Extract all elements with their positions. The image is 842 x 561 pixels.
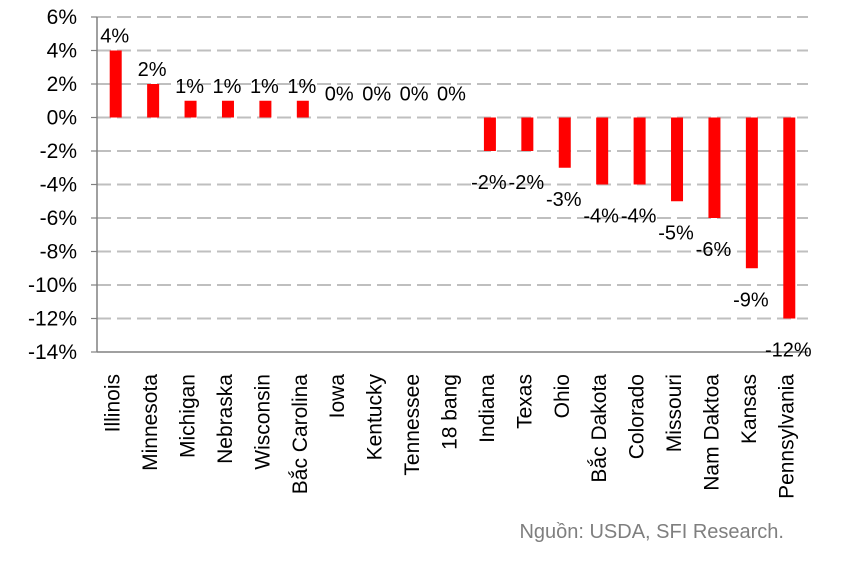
- category-label-kansas: Kansas: [738, 374, 761, 444]
- category-label-texas: Texas: [513, 374, 536, 429]
- data-label-kansas: -9%: [733, 289, 769, 311]
- category-label-minnesota: Minnesota: [139, 374, 162, 471]
- y-tick-label: -6%: [40, 207, 77, 230]
- category-label-tennessee: Tennessee: [401, 374, 424, 476]
- category-label-nam-daktoa: Nam Daktoa: [700, 374, 723, 491]
- y-tick-label: 6%: [47, 6, 77, 29]
- category-label-missouri: Missouri: [663, 374, 686, 452]
- labels-layer: 4% Illinois 2% Minnesota 1% Michigan 1% Nebrask…: [100, 26, 812, 499]
- bar-bac-carolina: [296, 100, 309, 118]
- bar-indiana: [483, 117, 496, 151]
- y-tick-label: -8%: [40, 241, 77, 264]
- bar-kansas: [745, 117, 758, 269]
- data-label-18-bang: 0%: [437, 84, 466, 106]
- data-label-iowa: 0%: [325, 84, 354, 106]
- y-tick-label: -4%: [40, 174, 77, 197]
- data-label-missouri: -5%: [658, 222, 694, 244]
- category-label-18-bang: 18 bang: [439, 374, 462, 450]
- category-label-nebraska: Nebraska: [214, 374, 237, 464]
- bar-bac-dakota: [596, 117, 609, 185]
- bar-colorado: [633, 117, 646, 185]
- data-label-michigan: 1%: [175, 76, 204, 98]
- bar-pennsylvania: [783, 117, 796, 319]
- category-label-pennsylvania: Pennsylvania: [775, 374, 798, 499]
- data-label-texas: -2%: [509, 172, 545, 194]
- bar-ohio: [558, 117, 571, 168]
- source-note: Nguồn: USDA, SFI Research.: [519, 521, 784, 543]
- data-label-minnesota: 2%: [138, 59, 167, 81]
- data-label-colorado: -4%: [621, 206, 657, 228]
- data-label-ohio: -3%: [546, 189, 582, 211]
- category-label-bac-carolina: Bắc Carolina: [289, 374, 312, 495]
- category-label-wisconsin: Wisconsin: [251, 374, 274, 470]
- bar-missouri: [671, 117, 684, 202]
- category-label-bac-dakota: Bắc Dakota: [588, 374, 611, 483]
- data-label-tennessee: 0%: [400, 84, 429, 106]
- data-label-kentucky: 0%: [362, 84, 391, 106]
- data-label-illinois: 4%: [100, 26, 129, 48]
- y-tick-label: -14%: [28, 341, 77, 364]
- bar-wisconsin: [259, 100, 272, 118]
- bar-nam-daktoa: [708, 117, 721, 218]
- bars-layer: [109, 50, 796, 319]
- grid-layer: [97, 16, 808, 320]
- axes-layer: 6% 4% 2% 0% -2% -4% -6% -8% -10% -12% -14%: [28, 6, 808, 364]
- category-label-michigan: Michigan: [177, 374, 200, 458]
- data-label-pennsylvania: -12%: [765, 340, 812, 362]
- data-label-wisconsin: 1%: [250, 76, 279, 98]
- y-tick-label: 4%: [47, 40, 77, 63]
- bar-michigan: [184, 100, 197, 118]
- bar-illinois: [109, 50, 122, 118]
- bar-minnesota: [147, 84, 160, 118]
- category-label-kentucky: Kentucky: [364, 374, 387, 461]
- data-label-bac-carolina: 1%: [287, 76, 316, 98]
- bar-texas: [521, 117, 534, 151]
- y-tick-label: 0%: [47, 107, 77, 130]
- data-label-nebraska: 1%: [213, 76, 242, 98]
- category-label-indiana: Indiana: [476, 374, 499, 443]
- category-label-illinois: Illinois: [102, 374, 125, 432]
- y-tick-label: -10%: [28, 274, 77, 297]
- category-label-ohio: Ohio: [551, 374, 574, 418]
- category-label-colorado: Colorado: [626, 374, 649, 459]
- data-label-nam-daktoa: -6%: [696, 239, 732, 261]
- y-tick-label: -2%: [40, 140, 77, 163]
- category-label-iowa: Iowa: [326, 374, 349, 419]
- bar-nebraska: [221, 100, 234, 118]
- data-label-indiana: -2%: [471, 172, 507, 194]
- y-tick-label: -12%: [28, 308, 77, 331]
- data-label-bac-dakota: -4%: [583, 206, 619, 228]
- y-tick-label: 2%: [47, 73, 77, 96]
